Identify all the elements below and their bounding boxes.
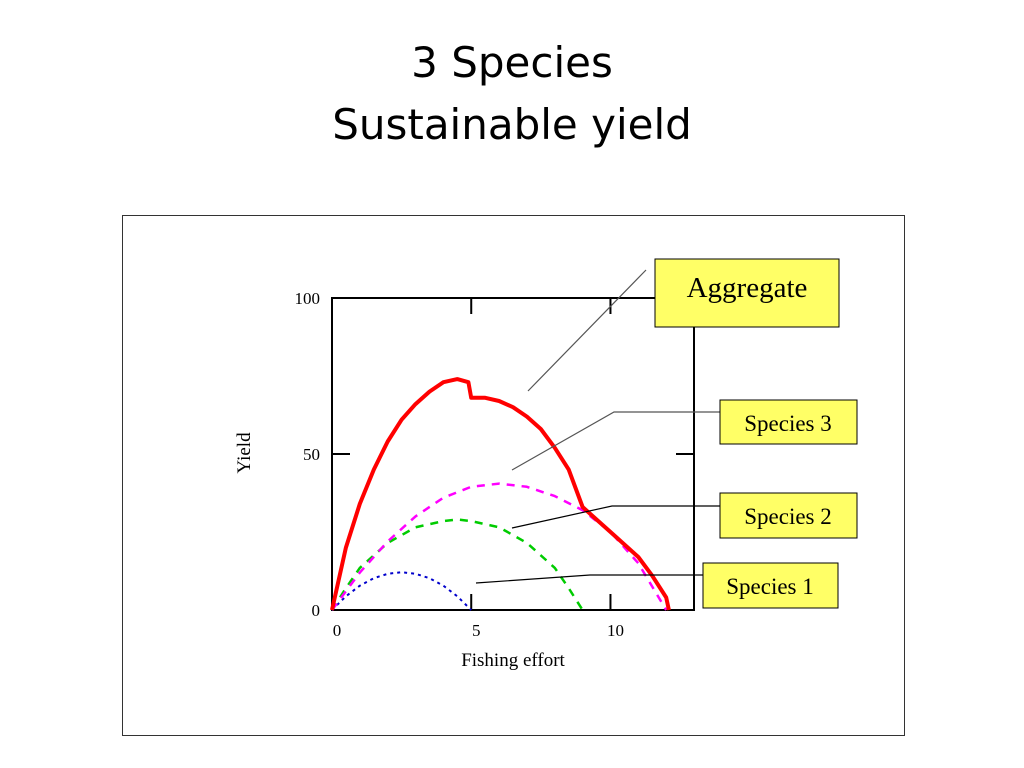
series-layer <box>330 377 671 611</box>
y-axis-title: Yield <box>234 432 255 474</box>
leader-line-aggregate <box>527 269 647 392</box>
series-line-species-1 <box>331 571 472 611</box>
slide-title-line-2: Sustainable yield <box>332 100 692 149</box>
series-line-aggregate <box>330 377 671 611</box>
leader-line-species-3 <box>511 411 720 471</box>
y-tick-label: 0 <box>312 601 321 620</box>
chart-frame <box>122 215 905 736</box>
callout-species-1-label: Species 1 <box>726 574 814 599</box>
series-line-species-3 <box>330 482 668 611</box>
series-line-species-2 <box>330 518 584 611</box>
callout-aggregate: Aggregate <box>654 258 840 328</box>
leader-line-species-1 <box>475 574 703 584</box>
y-tick-label: 50 <box>303 445 320 464</box>
y-tick-label: 100 <box>295 289 321 308</box>
slide-title-line-1: 3 Species <box>411 38 613 87</box>
callout-species-2-label: Species 2 <box>744 504 832 529</box>
callout-aggregate-label: Aggregate <box>687 272 808 304</box>
plot-area <box>331 297 695 611</box>
callout-species-1: Species 1 <box>702 562 839 609</box>
leader-line-species-2 <box>511 505 720 529</box>
x-axis-title: Fishing effort <box>461 650 565 671</box>
x-tick-label: 0 <box>333 621 342 640</box>
callout-species-3: Species 3 <box>719 399 858 445</box>
x-tick-label: 10 <box>607 621 624 640</box>
x-tick-label: 5 <box>472 621 481 640</box>
callout-species-2: Species 2 <box>719 492 858 539</box>
callout-species-3-label: Species 3 <box>744 411 832 436</box>
